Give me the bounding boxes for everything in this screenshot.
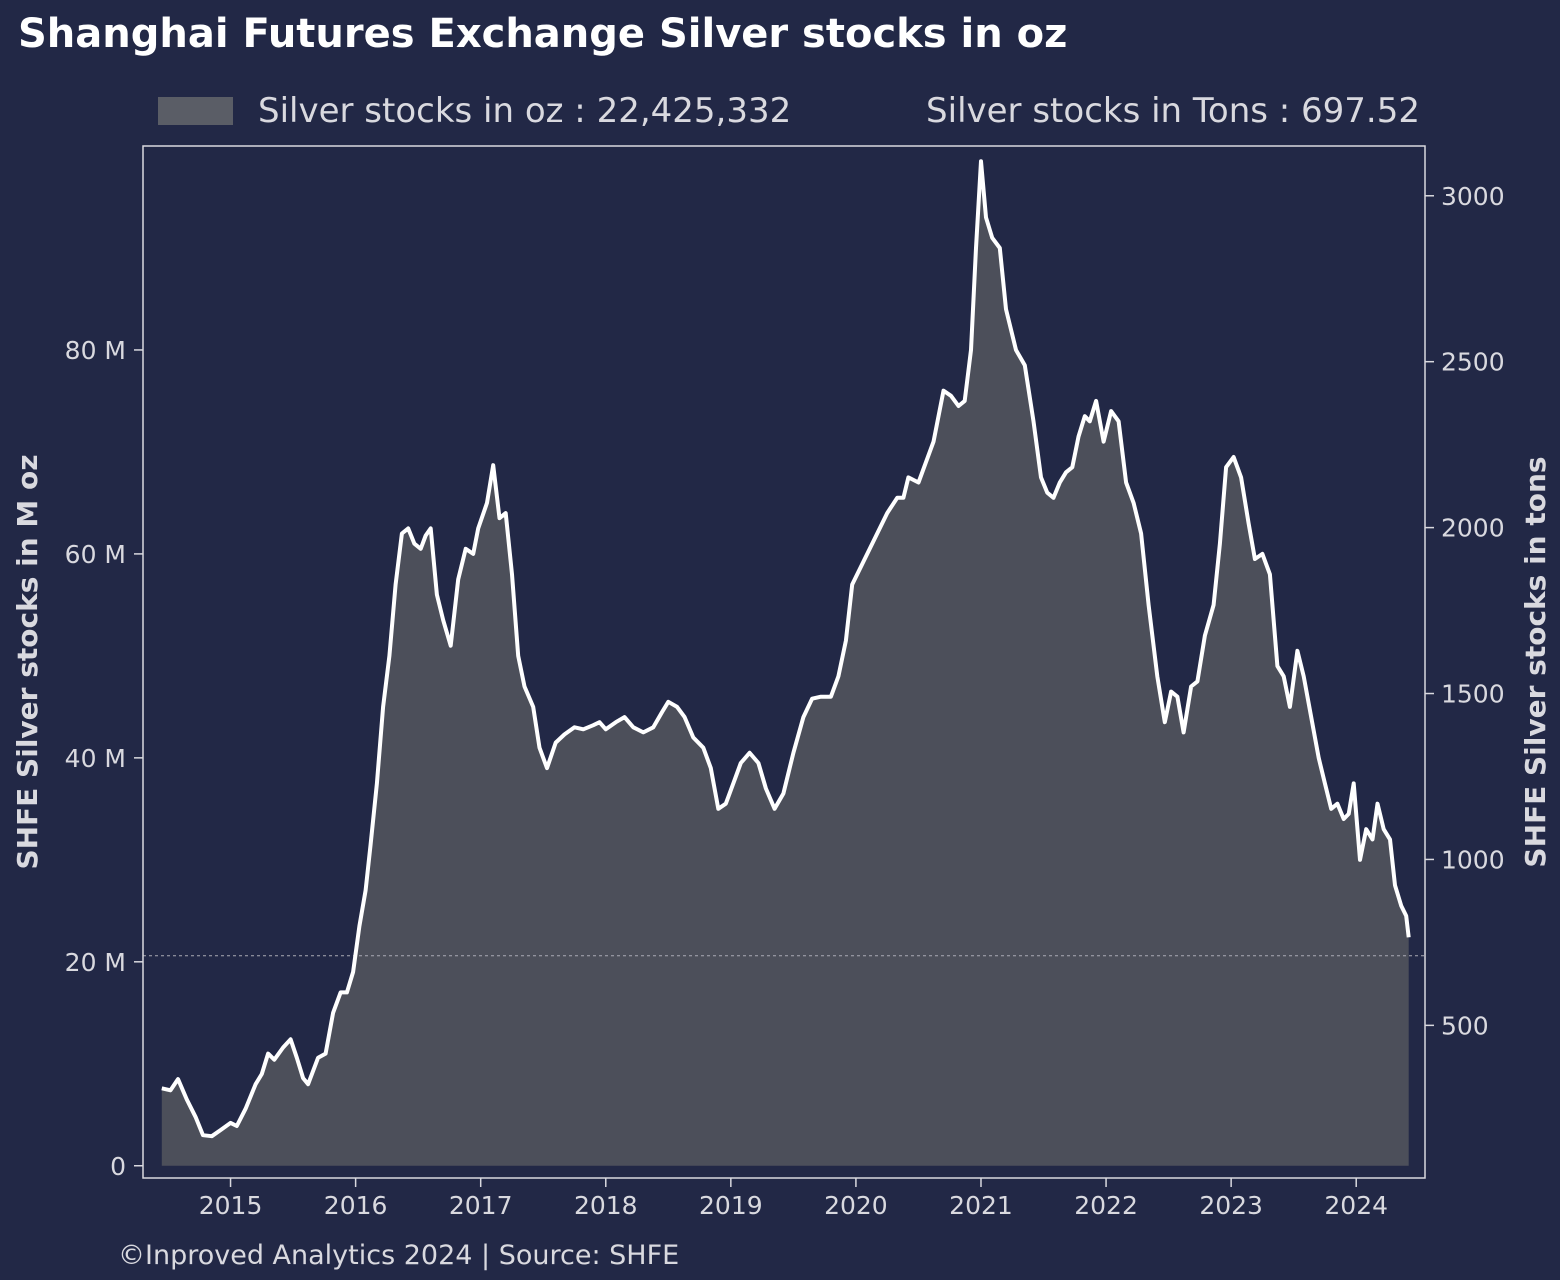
right-tick-label: 500 bbox=[1441, 1011, 1489, 1040]
right-axis-label: SHFE Silver stocks in tons bbox=[1519, 456, 1552, 867]
right-tick-label: 2500 bbox=[1441, 348, 1505, 377]
left-tick-label: 80 M bbox=[65, 336, 126, 365]
x-tick-label: 2017 bbox=[449, 1191, 513, 1220]
left-tick-label: 60 M bbox=[65, 540, 126, 569]
legend-swatch bbox=[158, 97, 233, 125]
legend-oz-label: Silver stocks in oz : 22,425,332 bbox=[258, 91, 791, 131]
silver-stocks-area bbox=[161, 161, 1409, 1166]
x-tick-label: 2016 bbox=[324, 1191, 388, 1220]
legend-tons-label: Silver stocks in Tons : 697.52 bbox=[926, 91, 1420, 131]
footer-credit: ©Inproved Analytics 2024 | Source: SHFE bbox=[118, 1240, 679, 1271]
axes: 0 20 M 40 M 60 M 80 M 500 1000 1500 2000 2500 3000… bbox=[65, 145, 1505, 1220]
right-tick-label: 1000 bbox=[1441, 845, 1505, 874]
x-tick-label: 2019 bbox=[699, 1191, 763, 1220]
x-tick-label: 2015 bbox=[199, 1191, 263, 1220]
left-tick-label: 20 M bbox=[65, 948, 126, 977]
right-tick-label: 3000 bbox=[1441, 182, 1505, 211]
left-axis-label: SHFE Silver stocks in M oz bbox=[11, 454, 44, 869]
chart-title: Shanghai Futures Exchange Silver stocks … bbox=[18, 11, 1067, 57]
x-tick-label: 2024 bbox=[1324, 1191, 1388, 1220]
plot-area bbox=[143, 159, 1425, 1166]
left-tick-label: 40 M bbox=[65, 744, 126, 773]
right-tick-label: 2000 bbox=[1441, 514, 1505, 543]
x-tick-label: 2018 bbox=[574, 1191, 638, 1220]
x-tick-label: 2020 bbox=[824, 1191, 888, 1220]
right-tick-label: 1500 bbox=[1441, 680, 1505, 709]
x-tick-label: 2021 bbox=[949, 1191, 1013, 1220]
x-tick-label: 2023 bbox=[1199, 1191, 1263, 1220]
left-tick-label: 0 bbox=[110, 1152, 126, 1181]
plot-frame bbox=[142, 145, 1426, 1179]
x-tick-label: 2022 bbox=[1074, 1191, 1138, 1220]
silver-stocks-line bbox=[161, 159, 1411, 1139]
